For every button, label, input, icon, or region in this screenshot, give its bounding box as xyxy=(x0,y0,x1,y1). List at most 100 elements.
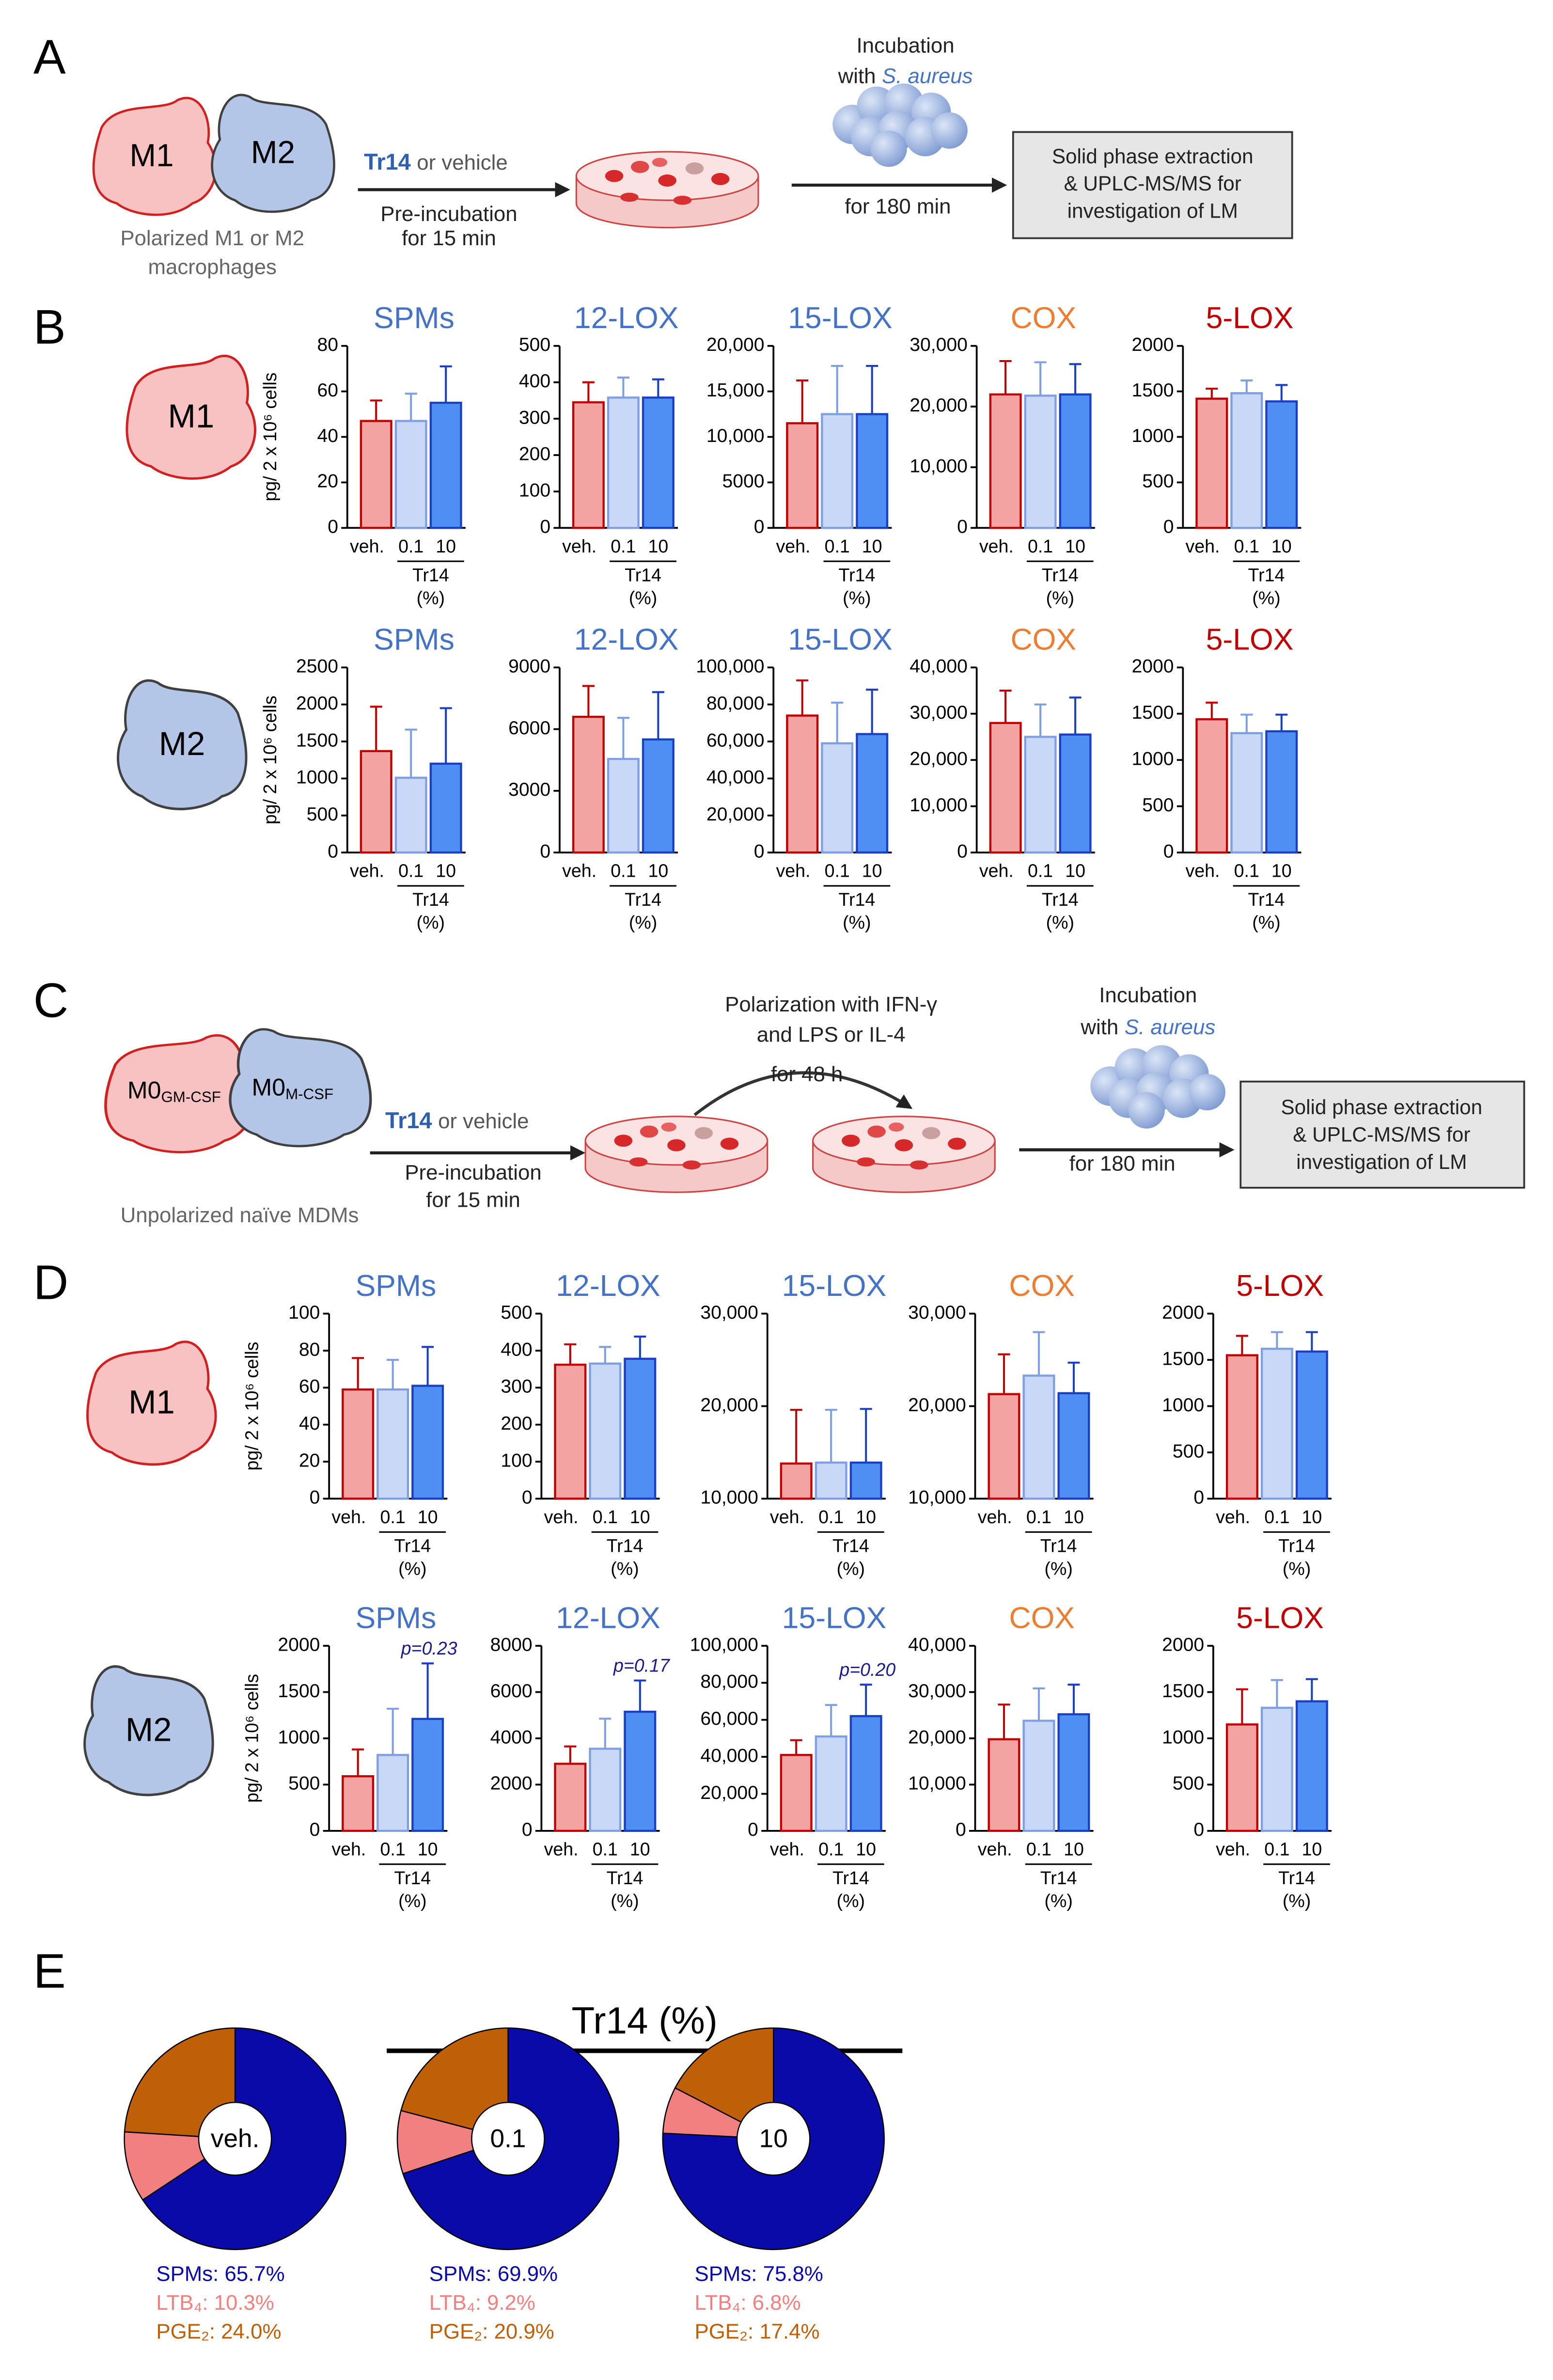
slice-label: SPMs: 69.9% xyxy=(429,2262,558,2286)
chart-title: COX xyxy=(1009,1269,1075,1303)
step-text: and LPS or IL-4 xyxy=(757,1023,906,1046)
bar xyxy=(988,1393,1020,1500)
bar xyxy=(989,722,1022,854)
y-tick-label: 0 xyxy=(754,517,765,537)
y-tick-label: 6000 xyxy=(490,1681,533,1702)
x-tick-label: veh. xyxy=(1186,861,1220,881)
group-unit: (%) xyxy=(398,1558,426,1578)
group-unit: (%) xyxy=(843,912,871,932)
x-tick-label: veh. xyxy=(331,1507,366,1527)
bar xyxy=(342,1775,375,1832)
cell-label: M1 xyxy=(168,397,215,435)
bar xyxy=(856,413,889,529)
slice-label: LTB₄: 6.8% xyxy=(694,2291,800,2315)
vehicle: or vehicle xyxy=(417,151,507,174)
chart-title: 5-LOX xyxy=(1236,1601,1324,1635)
bar xyxy=(989,393,1022,529)
y-tick-label: 20,000 xyxy=(706,804,765,825)
x-tick-label: 10 xyxy=(630,1507,650,1527)
y-tick-label: 60 xyxy=(317,380,338,401)
y-tick-label: 500 xyxy=(519,334,550,355)
group-unit: (%) xyxy=(837,1558,865,1578)
step-text: Polarization with IFN-γ xyxy=(725,993,937,1016)
pie-slice xyxy=(124,2027,236,2140)
y-tick-label: 10,000 xyxy=(706,426,765,446)
chart-title: 5-LOX xyxy=(1206,623,1294,657)
x-tick-label: 10 xyxy=(862,861,882,881)
bar xyxy=(1059,393,1092,529)
caption: Polarized M1 or M2 xyxy=(120,226,304,250)
group-unit: (%) xyxy=(611,1558,639,1578)
y-tick-label: 30,000 xyxy=(910,702,968,723)
slice-label: PGE₂: 20.9% xyxy=(429,2319,554,2343)
y-tick-label: 1500 xyxy=(296,730,338,751)
group-label: Tr14 xyxy=(1278,1868,1315,1888)
group-unit: (%) xyxy=(629,587,657,608)
group-unit: (%) xyxy=(611,1891,639,1911)
bar xyxy=(1225,1354,1258,1500)
y-tick-label: 9000 xyxy=(508,656,550,677)
x-tick-label: 0.1 xyxy=(825,536,850,556)
slice-label: PGE₂: 24.0% xyxy=(156,2319,281,2343)
y-tick-label: 0 xyxy=(748,1819,758,1840)
x-tick-label: 10 xyxy=(1271,861,1292,881)
analysis-box xyxy=(1012,131,1293,239)
cell-label: M1 xyxy=(129,138,173,173)
step-text: with S. aureus xyxy=(838,64,973,88)
y-tick-label: 0 xyxy=(540,517,550,537)
cell-label: M0GM-CSF xyxy=(127,1077,221,1106)
y-tick-label: 0 xyxy=(328,841,338,862)
bar xyxy=(856,733,889,854)
group-label: Tr14 xyxy=(1040,1868,1077,1888)
x-tick-label: 0.1 xyxy=(380,1507,406,1527)
bar xyxy=(815,1735,847,1832)
pie-slice xyxy=(396,2110,510,2175)
bar xyxy=(1022,1374,1055,1500)
y-tick-label: 30,000 xyxy=(908,1681,966,1702)
bar xyxy=(342,1388,375,1500)
bar xyxy=(572,401,605,529)
y-tick-label: 0 xyxy=(310,1819,320,1840)
tr14: Tr14 xyxy=(385,1108,432,1134)
y-tick-label: 2000 xyxy=(296,693,338,714)
y-tick-label: 2500 xyxy=(296,656,338,677)
x-tick-label: 10 xyxy=(1064,1839,1084,1859)
cell-label: M2 xyxy=(251,135,295,170)
y-tick-label: 80 xyxy=(317,334,338,355)
y-tick-label: 20,000 xyxy=(908,1395,966,1416)
slice-label: LTB₄: 9.2% xyxy=(429,2291,535,2315)
y-tick-label: 1500 xyxy=(278,1681,320,1702)
annotation: p=0.20 xyxy=(839,1659,895,1680)
chart-title: 15-LOX xyxy=(782,1269,887,1303)
y-tick-label: 400 xyxy=(519,371,550,392)
diagram-c: M0GM-CSF M0M-CSF Unpolarized naïve MDMs … xyxy=(106,983,1525,1227)
y-tick-label: 500 xyxy=(1142,471,1174,492)
y-tick-label: 20 xyxy=(317,471,338,492)
step-text: for 15 min xyxy=(426,1188,520,1212)
bar xyxy=(376,1388,409,1500)
box-text: Solid phase extraction xyxy=(1052,145,1254,168)
x-tick-label: veh. xyxy=(979,861,1014,881)
y-tick-label: 500 xyxy=(1142,795,1174,816)
x-tick-label: 0.1 xyxy=(818,1839,844,1859)
x-tick-label: 0.1 xyxy=(818,1507,844,1527)
x-tick-label: 10 xyxy=(648,536,668,556)
bar xyxy=(607,396,640,529)
x-tick-label: 0.1 xyxy=(380,1839,406,1859)
analysis-box xyxy=(1239,1080,1525,1189)
petri-dish xyxy=(584,1116,769,1193)
cell-base: M0 xyxy=(252,1074,286,1101)
y-tick-label: 2000 xyxy=(278,1634,320,1655)
group-unit: (%) xyxy=(837,1891,865,1911)
y-tick-label: 20 xyxy=(299,1450,320,1471)
with: with xyxy=(1080,1015,1118,1039)
bar xyxy=(429,401,462,529)
y-tick-label: 1500 xyxy=(1162,1348,1204,1369)
x-tick-label: 0.1 xyxy=(1234,536,1259,556)
x-tick-label: 10 xyxy=(648,861,668,881)
y-tick-label: 10,000 xyxy=(910,795,968,816)
bar xyxy=(1260,1706,1293,1832)
bar xyxy=(642,738,675,854)
bar xyxy=(1057,1392,1090,1500)
